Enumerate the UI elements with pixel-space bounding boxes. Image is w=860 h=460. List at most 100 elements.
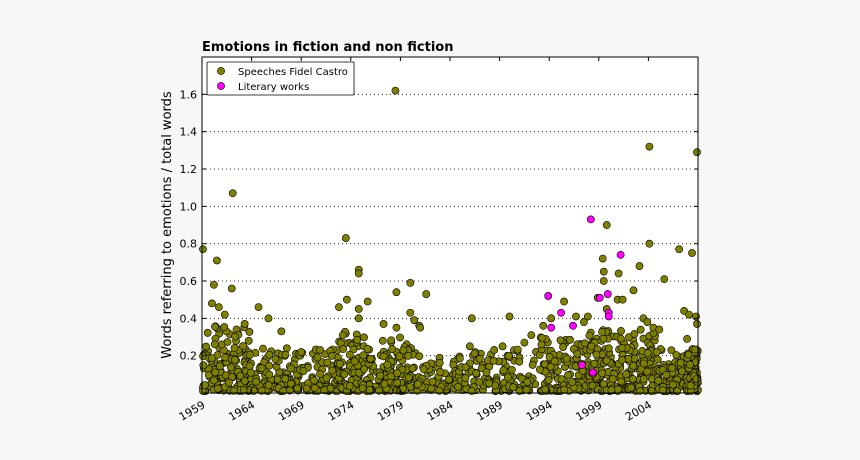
castro-speech-point	[366, 354, 375, 363]
castro-speech-point	[617, 327, 625, 335]
castro-speech-point	[322, 374, 331, 382]
castro-speech-point	[399, 384, 407, 393]
castro-speech-point	[467, 314, 476, 323]
castro-speech-point	[320, 386, 329, 395]
castro-speech-point	[265, 361, 274, 370]
legend: Speeches Fidel Castro Literary works	[206, 61, 355, 96]
castro-speech-point	[627, 383, 636, 392]
castro-speech-point	[465, 342, 474, 351]
castro-speech-point	[613, 385, 622, 394]
castro-speech-point	[545, 353, 554, 361]
castro-speech-point	[541, 385, 549, 394]
castro-speech-point	[509, 383, 518, 392]
castro-speech-point	[221, 353, 230, 362]
castro-speech-point	[629, 362, 638, 370]
castro-speech-point	[287, 379, 295, 388]
castro-speech-point	[202, 342, 211, 351]
castro-speech-point	[628, 375, 637, 383]
y-tick-label: 0.8	[180, 238, 198, 251]
castro-speech-point	[643, 318, 652, 326]
castro-speech-point	[599, 277, 608, 285]
castro-speech-point	[360, 333, 368, 342]
castro-speech-point	[415, 352, 424, 361]
castro-speech-point	[316, 370, 324, 379]
castro-speech-point	[404, 351, 413, 360]
castro-speech-point	[299, 367, 308, 375]
castro-speech-point	[414, 380, 422, 389]
y-tick-label: 1.6	[180, 88, 198, 101]
castro-speech-point	[622, 370, 631, 379]
castro-speech-point	[513, 345, 522, 354]
castro-speech-point	[208, 299, 216, 308]
castro-speech-point	[585, 331, 594, 340]
castro-speech-point	[572, 312, 580, 321]
y-tick-label: 0.2	[180, 350, 198, 363]
castro-speech-point	[220, 310, 229, 319]
castro-speech-point	[359, 351, 368, 360]
castro-speech-point	[588, 381, 597, 390]
castro-speech-point	[652, 348, 661, 357]
castro-speech-point	[522, 385, 531, 394]
legend-marker	[217, 82, 225, 90]
castro-speech-point	[207, 354, 216, 363]
castro-speech-point	[213, 384, 222, 393]
castro-speech-point	[406, 278, 415, 287]
castro-speech-point	[490, 346, 499, 354]
castro-speech-point	[379, 320, 388, 328]
castro-speech-point	[201, 381, 209, 389]
castro-speech-point	[365, 385, 374, 394]
castro-speech-point	[199, 245, 207, 254]
castro-speech-point	[223, 338, 232, 346]
castro-speech-point	[602, 356, 611, 365]
castro-speech-point	[498, 342, 507, 351]
castro-speech-point	[378, 336, 387, 345]
castro-speech-point	[515, 357, 524, 366]
castro-speech-point	[618, 295, 627, 304]
castro-speech-point	[287, 364, 295, 373]
castro-speech-point	[635, 262, 644, 270]
legend-label: Speeches Fidel Castro	[238, 67, 348, 78]
castro-speech-point	[660, 275, 669, 284]
castro-speech-point	[227, 284, 236, 293]
castro-speech-point	[654, 376, 663, 385]
castro-speech-point	[236, 371, 245, 380]
castro-speech-point	[461, 374, 470, 382]
castro-speech-point	[354, 305, 363, 313]
castro-speech-point	[211, 322, 219, 331]
y-axis-label: Words referring to emotions / total word…	[160, 91, 175, 359]
castro-speech-point	[265, 350, 274, 359]
castro-speech-point	[281, 350, 290, 359]
castro-speech-point	[354, 314, 363, 323]
castro-speech-point	[427, 384, 436, 393]
castro-speech-point	[461, 363, 470, 372]
castro-speech-point	[399, 346, 408, 355]
literary-work-point	[557, 308, 566, 317]
castro-speech-point	[580, 318, 588, 326]
castro-speech-point	[639, 375, 648, 383]
literary-work-point	[588, 368, 597, 377]
castro-speech-point	[556, 336, 565, 345]
castro-speech-point	[602, 221, 611, 229]
castro-speech-point	[395, 352, 404, 361]
castro-speech-point	[245, 350, 254, 359]
castro-speech-point	[547, 314, 556, 323]
castro-speech-point	[527, 331, 536, 340]
castro-speech-point	[416, 323, 425, 332]
castro-speech-point	[334, 303, 343, 312]
castro-speech-point	[363, 344, 372, 353]
castro-speech-point	[422, 290, 431, 298]
castro-speech-point	[560, 297, 568, 306]
castro-speech-point	[220, 323, 229, 331]
castro-speech-point	[499, 366, 508, 375]
castro-speech-point	[614, 269, 623, 278]
castro-speech-point	[445, 375, 453, 384]
castro-speech-point	[392, 288, 401, 297]
literary-work-point	[544, 292, 553, 300]
castro-speech-point	[593, 385, 602, 394]
castro-speech-point	[335, 360, 344, 368]
literary-work-point	[578, 361, 586, 369]
literary-work-point	[547, 323, 556, 332]
castro-speech-point	[629, 286, 638, 295]
castro-speech-point	[645, 142, 654, 151]
